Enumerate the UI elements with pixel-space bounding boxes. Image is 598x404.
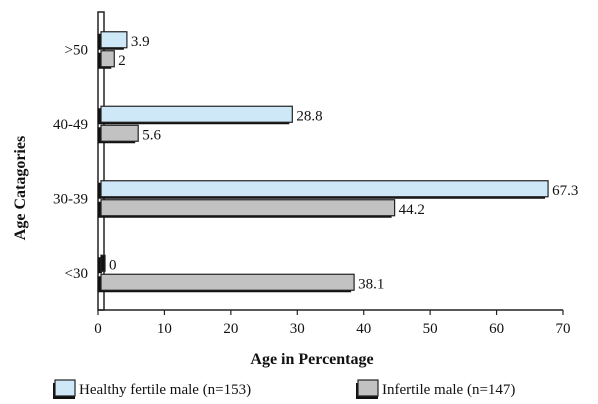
data-label: 0 (109, 257, 117, 273)
y-tick-label: <30 (65, 266, 88, 282)
x-tick-label: 30 (290, 321, 305, 337)
bar (98, 124, 139, 144)
data-label: 5.6 (142, 127, 161, 143)
bar-face (100, 180, 549, 198)
data-label: 67.3 (552, 183, 578, 199)
bars-group (98, 31, 549, 293)
bar (98, 105, 293, 125)
bar-face (100, 124, 139, 142)
bar-face (100, 254, 106, 272)
x-tick-label: 10 (157, 321, 172, 337)
legend-item: Infertile male (n=147) (356, 379, 515, 399)
bar-face (100, 105, 293, 123)
bar (98, 199, 396, 218)
x-axis-title: Age in Percentage (250, 351, 373, 368)
bar (98, 273, 355, 293)
legend-swatch (54, 379, 76, 397)
bar (98, 254, 106, 274)
y-axis-title: Age Catagories (12, 136, 29, 240)
x-tick-label: 0 (94, 321, 102, 337)
bar (98, 31, 128, 50)
bar-face (100, 50, 115, 68)
y-tick-label: 40-49 (53, 117, 88, 133)
legend-swatch (357, 379, 379, 397)
bar (98, 50, 115, 69)
data-label: 28.8 (296, 108, 322, 124)
x-tick-label: 20 (223, 321, 238, 337)
bar-face (100, 199, 396, 217)
legend-label: Infertile male (n=147) (382, 382, 515, 398)
x-tick-labels: 0 10 20 30 40 50 60 70 (94, 310, 571, 337)
y-tick-label: >50 (65, 42, 88, 58)
y-tick-label: 30-39 (53, 191, 88, 207)
x-tick-label: 40 (356, 321, 371, 337)
data-labels-group: 3.9 2 28.8 5.6 67.3 44.2 0 38.1 (109, 34, 578, 293)
x-tick-label: 60 (489, 321, 504, 337)
legend-label: Healthy fertile male (n=153) (79, 382, 251, 398)
data-label: 3.9 (131, 34, 150, 50)
bar-face (100, 273, 355, 291)
y-tick-labels: >50 40-49 30-39 <30 (53, 42, 88, 282)
plot-area (97, 11, 563, 311)
x-tick-label: 70 (556, 321, 571, 337)
x-tick-label: 50 (423, 321, 438, 337)
legend-item: Healthy fertile male (n=153) (53, 379, 251, 399)
bar (98, 180, 549, 199)
bar-shadow (98, 257, 102, 274)
data-label: 44.2 (399, 202, 425, 218)
legend: Healthy fertile male (n=153) Infertile ma… (53, 379, 515, 399)
data-label: 2 (118, 53, 126, 69)
bar-face (100, 31, 128, 49)
data-label: 38.1 (358, 276, 384, 292)
